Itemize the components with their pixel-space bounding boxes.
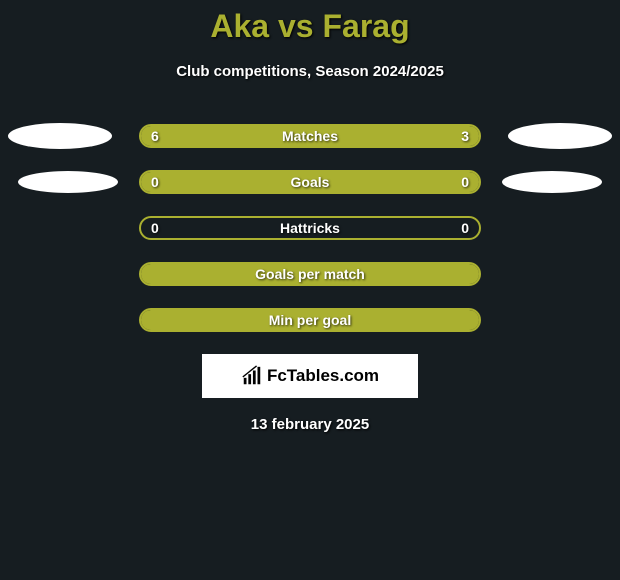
stat-row: 0 0 Hattricks <box>0 216 620 240</box>
stat-bar: Min per goal <box>139 308 481 332</box>
comparison-infographic: Aka vs Farag Club competitions, Season 2… <box>0 0 620 433</box>
brand-box: FcTables.com <box>202 354 418 398</box>
stat-bar: 6 3 Matches <box>139 124 481 148</box>
stat-value-left: 0 <box>151 174 159 190</box>
stat-bar: 0 0 Hattricks <box>139 216 481 240</box>
brand-text: FcTables.com <box>267 366 379 386</box>
stat-value-right: 0 <box>461 220 469 236</box>
stat-label: Hattricks <box>280 220 340 236</box>
page-title: Aka vs Farag <box>0 8 620 45</box>
stat-row: Goals per match <box>0 262 620 286</box>
stat-value-left: 0 <box>151 220 159 236</box>
player-right-marker <box>508 123 612 149</box>
stat-label: Min per goal <box>269 312 351 328</box>
player-left-marker <box>8 123 112 149</box>
stat-label: Matches <box>282 128 338 144</box>
stat-bar: 0 0 Goals <box>139 170 481 194</box>
stat-value-right: 0 <box>461 174 469 190</box>
stat-label: Goals <box>291 174 330 190</box>
stats-rows: 6 3 Matches 0 0 Goals 0 0 Hattricks Goals per mat… <box>0 124 620 332</box>
stat-bar: Goals per match <box>139 262 481 286</box>
stat-value-left: 6 <box>151 128 159 144</box>
stat-row: 6 3 Matches <box>0 124 620 148</box>
stat-row: Min per goal <box>0 308 620 332</box>
date: 13 february 2025 <box>0 416 620 433</box>
stat-value-right: 3 <box>461 128 469 144</box>
player-right-marker <box>502 171 602 193</box>
stat-label: Goals per match <box>255 266 365 282</box>
player-left-marker <box>18 171 118 193</box>
stat-row: 0 0 Goals <box>0 170 620 194</box>
chart-icon <box>241 365 263 387</box>
subtitle: Club competitions, Season 2024/2025 <box>0 63 620 80</box>
